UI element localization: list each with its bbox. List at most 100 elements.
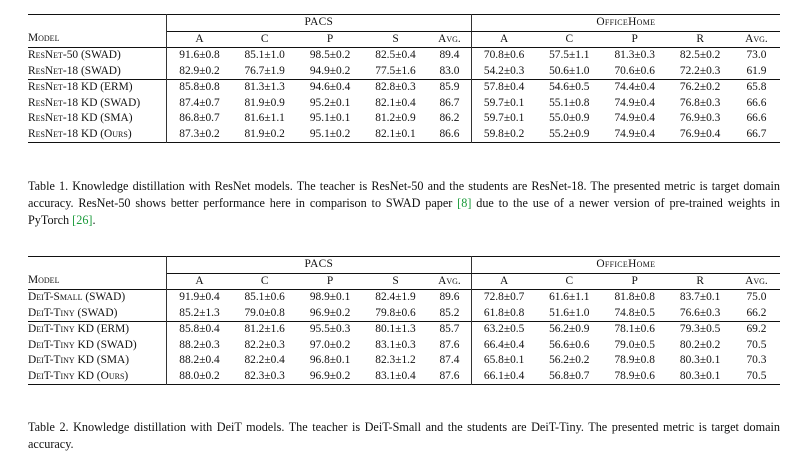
table-cell: 82.2±0.3 xyxy=(244,338,285,351)
table-cell: 98.9±0.1 xyxy=(309,291,351,303)
table-cell: 83.0 xyxy=(428,63,472,80)
model-name-cell: DeiT-Tiny KD (Ours) xyxy=(28,368,168,385)
table-cell: 89.4 xyxy=(428,47,472,64)
table-cell: 82.2±0.4 xyxy=(244,354,285,366)
table-cell: 85.7 xyxy=(428,321,472,338)
table-cell: 94.9±0.2 xyxy=(309,64,351,77)
column-header-model: Model xyxy=(28,273,168,290)
table-cell: 76.9±0.3 xyxy=(679,112,721,124)
table-1: PACS OfficeHome Model A C P S Avg. A C P… xyxy=(28,14,780,143)
column-header-model: Model xyxy=(28,31,168,48)
table-cell: 75.0 xyxy=(746,291,767,303)
table-cell: 66.7 xyxy=(746,127,767,140)
table-1-caption: Table 1. Knowledge distillation with Res… xyxy=(28,178,780,229)
table-cell: 66.6 xyxy=(746,96,767,109)
table-row: DeiT-Tiny (SWAD) 85.2±1.3 79.0±0.8 96.9±0.2… xyxy=(28,305,780,322)
column-header: P xyxy=(326,274,334,287)
table-cell: 57.8±0.4 xyxy=(483,81,525,93)
table-cell: 72.2±0.3 xyxy=(679,64,721,77)
column-header: S xyxy=(392,32,399,45)
table-cell: 66.2 xyxy=(746,306,767,319)
table-cell: 70.6±0.6 xyxy=(614,64,655,77)
model-name-cell: DeiT-Tiny KD (ERM) xyxy=(28,321,168,338)
table-cell: 82.1±0.1 xyxy=(375,127,416,140)
model-name-cell: ResNet-18 KD (Ours) xyxy=(28,126,168,143)
table-cell: 61.8±0.8 xyxy=(483,306,525,319)
table-cell: 82.1±0.4 xyxy=(375,96,416,109)
table-cell: 81.2±1.6 xyxy=(244,323,285,335)
table-cell: 66.4±0.4 xyxy=(483,338,525,351)
table-cell: 79.0±0.5 xyxy=(614,338,655,351)
table-cell: 70.8±0.6 xyxy=(483,49,525,61)
table-cell: 65.8±0.1 xyxy=(483,354,525,366)
table-cell: 85.8±0.4 xyxy=(179,323,220,335)
table-cell: 76.6±0.3 xyxy=(679,306,721,319)
citation-link[interactable]: [8] xyxy=(457,196,472,210)
table-cell: 56.2±0.9 xyxy=(549,323,590,335)
table-cell: 56.2±0.2 xyxy=(549,354,590,366)
table-cell: 87.4 xyxy=(428,353,472,369)
table-cell: 85.1±0.6 xyxy=(244,291,285,303)
citation-link[interactable]: [26] xyxy=(72,213,93,227)
table-cell: 83.7±0.1 xyxy=(679,291,721,303)
table-cell: 66.1±0.4 xyxy=(483,369,525,382)
table-cell: 79.8±0.6 xyxy=(375,306,416,319)
model-name-cell: ResNet-18 (SWAD) xyxy=(28,63,168,80)
caption-text: Table 1. Knowledge distillation with Res… xyxy=(28,179,780,210)
table-cell: 95.1±0.2 xyxy=(309,127,351,140)
column-header: P xyxy=(326,32,334,45)
column-header: P xyxy=(631,274,638,287)
table-cell: 88.2±0.4 xyxy=(179,354,220,366)
table-cell: 80.2±0.2 xyxy=(679,338,721,351)
table-cell: 76.9±0.4 xyxy=(679,127,721,140)
table-cell: 81.6±1.1 xyxy=(244,112,285,124)
model-name-cell: DeiT-Small (SWAD) xyxy=(28,289,168,306)
table-2: PACS OfficeHome Model A C P S Avg. A C P… xyxy=(28,256,780,385)
table-cell: 95.1±0.1 xyxy=(309,112,351,124)
table-cell: 87.4±0.7 xyxy=(179,96,220,109)
table-cell: 82.5±0.4 xyxy=(375,49,416,61)
table-cell: 87.6 xyxy=(428,368,472,385)
table-row: DeiT-Tiny KD (SMA) 88.2±0.4 82.2±0.4 96.8±0… xyxy=(28,353,780,369)
table-cell: 55.0±0.9 xyxy=(549,112,590,124)
table-row: DeiT-Tiny KD (SWAD) 88.2±0.3 82.2±0.3 97.0±… xyxy=(28,337,780,353)
table-row: ResNet-18 KD (Ours) 87.3±0.2 81.9±0.2 95.1±… xyxy=(28,126,780,143)
table-cell: 89.6 xyxy=(428,289,472,306)
table-cell: 80.3±0.1 xyxy=(679,369,721,382)
table-cell: 54.2±0.3 xyxy=(483,64,525,77)
table-row: DeiT-Tiny KD (Ours) 88.0±0.2 82.3±0.3 96.9±… xyxy=(28,368,780,385)
table-cell: 81.9±0.2 xyxy=(244,127,285,140)
table-2-caption: Table 2. Knowledge distillation with Dei… xyxy=(28,420,780,451)
table-cell: 85.8±0.8 xyxy=(179,81,220,93)
table-cell: 55.2±0.9 xyxy=(549,127,590,140)
table-cell: 81.3±1.3 xyxy=(244,81,285,93)
table-row: DeiT-Small (SWAD) 91.9±0.4 85.1±0.6 98.9±0.… xyxy=(28,289,780,306)
table-cell: 85.2 xyxy=(428,305,472,322)
group-pacs: PACS xyxy=(166,256,472,274)
table-cell: 74.4±0.4 xyxy=(614,81,655,93)
table-cell: 85.9 xyxy=(428,79,472,96)
table-cell: 91.9±0.4 xyxy=(179,291,220,303)
column-header: C xyxy=(260,32,269,45)
table-cell: 79.3±0.5 xyxy=(679,323,721,335)
table-cell: 97.0±0.2 xyxy=(309,338,351,351)
table-cell: 56.8±0.7 xyxy=(549,369,590,382)
table-cell: 80.1±1.3 xyxy=(375,323,416,335)
model-name-cell: DeiT-Tiny KD (SWAD) xyxy=(28,337,168,353)
table-cell: 78.1±0.6 xyxy=(614,323,655,335)
column-header: Avg. xyxy=(745,32,768,45)
column-header: S xyxy=(392,274,399,287)
table-cell: 88.0±0.2 xyxy=(179,369,220,382)
column-header: P xyxy=(631,32,638,45)
table-column-header: Model A C P S Avg. A C P R Avg. xyxy=(28,31,780,48)
table-cell: 61.6±1.1 xyxy=(549,291,590,303)
table-cell: 78.9±0.6 xyxy=(614,369,655,382)
table-cell: 83.1±0.3 xyxy=(375,338,416,351)
table-cell: 83.1±0.4 xyxy=(375,369,416,382)
group-officehome: OfficeHome xyxy=(471,14,780,32)
table-cell: 86.7 xyxy=(428,95,472,111)
table-row: ResNet-18 KD (SMA) 86.8±0.7 81.6±1.1 95.1±0… xyxy=(28,111,780,127)
table-cell: 95.5±0.3 xyxy=(309,323,351,335)
table-cell: 76.2±0.2 xyxy=(679,81,721,93)
